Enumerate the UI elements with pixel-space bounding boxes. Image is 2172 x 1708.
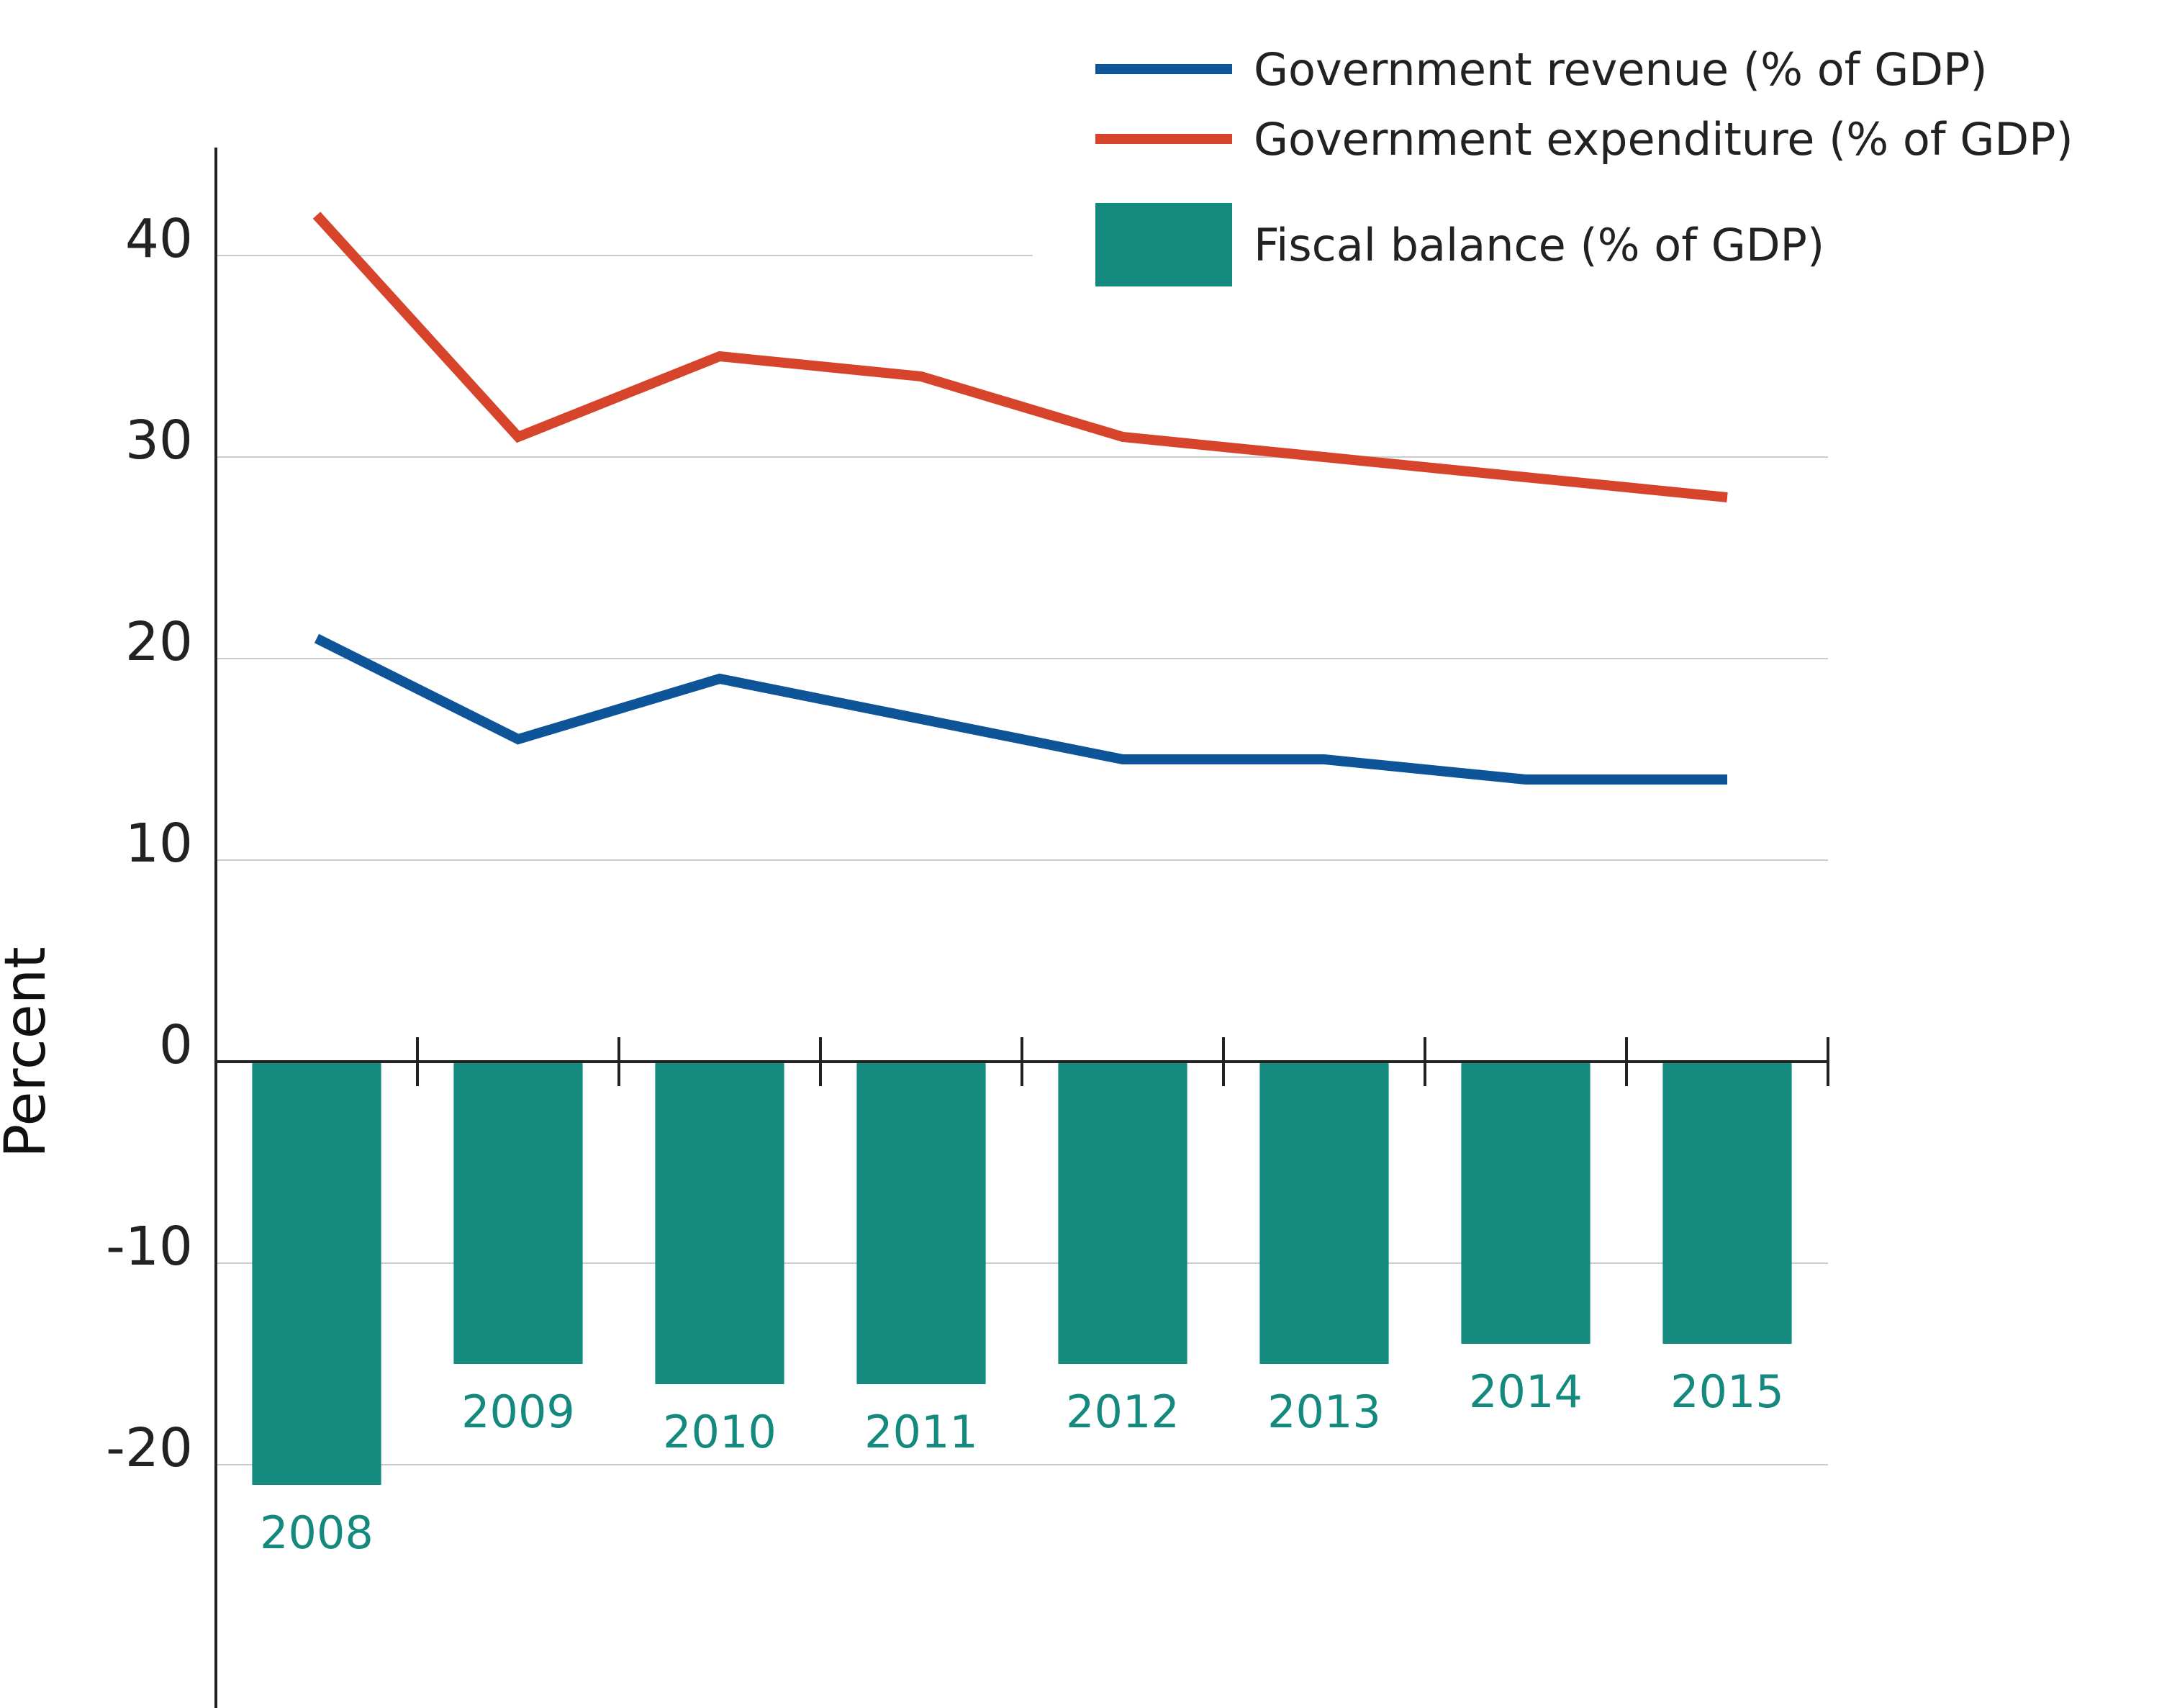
bar-2010 [655, 1062, 784, 1384]
category-label: 2011 [864, 1406, 978, 1458]
series-lines [312, 212, 1728, 785]
y-tick-label: 10 [125, 813, 193, 875]
bar-2014 [1461, 1062, 1590, 1344]
legend-label: Fiscal balance (% of GDP) [1254, 219, 1824, 271]
fiscal-balance-bars [252, 1062, 1792, 1485]
category-label: 2010 [663, 1406, 777, 1458]
legend-swatch [1095, 134, 1232, 144]
line-expenditure [312, 212, 1728, 502]
legend-swatch [1095, 203, 1232, 286]
legend: Government revenue (% of GDP) Government … [1095, 43, 2073, 286]
category-labels: 2008 2009 2010 2011 2012 2013 2014 2015 [260, 1365, 1784, 1559]
y-tick-label: 40 [125, 208, 193, 270]
bar-2012 [1058, 1062, 1187, 1364]
legend-label: Government revenue (% of GDP) [1254, 43, 1988, 96]
y-tick-label: -10 [106, 1216, 193, 1278]
bar-2011 [856, 1062, 986, 1384]
y-axis-title: Percent [0, 946, 58, 1158]
category-label: 2013 [1267, 1386, 1381, 1438]
bar-2008 [252, 1062, 381, 1485]
line-revenue [314, 633, 1727, 785]
y-tick-label: 0 [159, 1014, 193, 1076]
category-label: 2014 [1469, 1365, 1583, 1418]
axes [214, 148, 1829, 1708]
category-label: 2008 [260, 1506, 374, 1559]
category-label: 2015 [1670, 1365, 1784, 1418]
bar-2015 [1662, 1062, 1792, 1344]
y-tick-label: 30 [125, 410, 193, 471]
legend-label: Government expenditure (% of GDP) [1254, 113, 2073, 166]
y-tick-labels: 40 30 20 10 0 -10 -20 [106, 208, 193, 1479]
bar-2009 [453, 1062, 583, 1364]
legend-swatch [1095, 64, 1232, 74]
bar-2013 [1259, 1062, 1389, 1364]
category-label: 2012 [1066, 1386, 1180, 1438]
y-tick-label: -20 [106, 1417, 193, 1479]
category-label: 2009 [461, 1386, 575, 1438]
y-tick-label: 20 [125, 611, 193, 673]
